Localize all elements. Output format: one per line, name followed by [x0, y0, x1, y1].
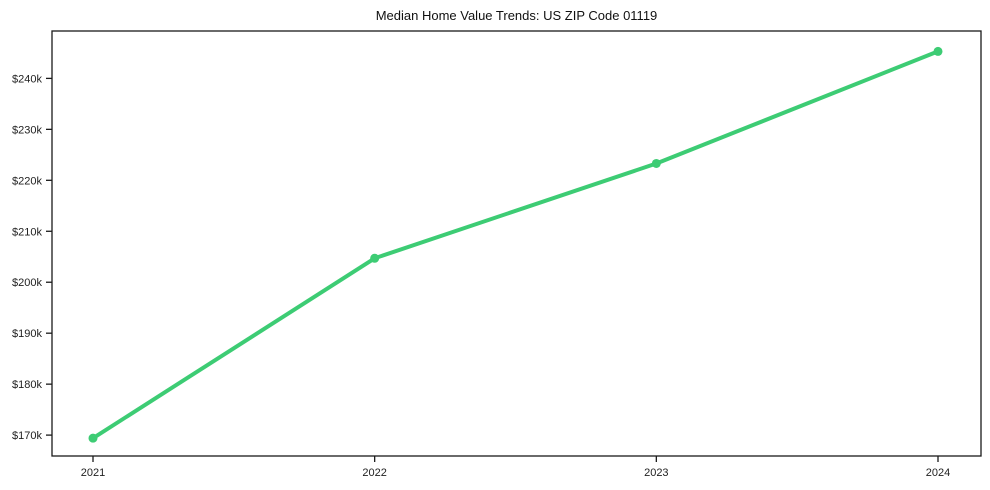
x-tick-label: 2021 — [81, 467, 105, 479]
y-tick-label: $190k — [12, 328, 42, 340]
x-axis-ticks: 2021 2022 2023 2024 — [81, 456, 950, 479]
y-tick-label: $200k — [12, 277, 42, 289]
y-tick-label: $180k — [12, 379, 42, 391]
x-tick-label: 2024 — [926, 467, 950, 479]
data-point-marker — [370, 253, 380, 263]
y-axis-ticks: $170k $180k $190k $200k $210k $220k $230k $240k — [12, 73, 52, 442]
plot-spines — [51, 30, 982, 457]
chart-title: Median Home Value Trends: US ZIP Code 01… — [375, 8, 658, 23]
series-line — [91, 49, 940, 441]
plot-border — [51, 30, 982, 457]
series-group — [88, 46, 943, 443]
y-tick-label: $240k — [12, 73, 42, 85]
y-tick-label: $220k — [12, 175, 42, 187]
y-tick-label: $230k — [12, 124, 42, 136]
data-point-marker — [933, 46, 943, 56]
x-tick-label: 2023 — [644, 467, 668, 479]
data-point-marker — [651, 158, 661, 168]
y-tick-label: $170k — [12, 430, 42, 442]
y-tick-label: $210k — [12, 226, 42, 238]
x-tick-label: 2022 — [362, 467, 386, 479]
data-point-marker — [88, 433, 98, 443]
